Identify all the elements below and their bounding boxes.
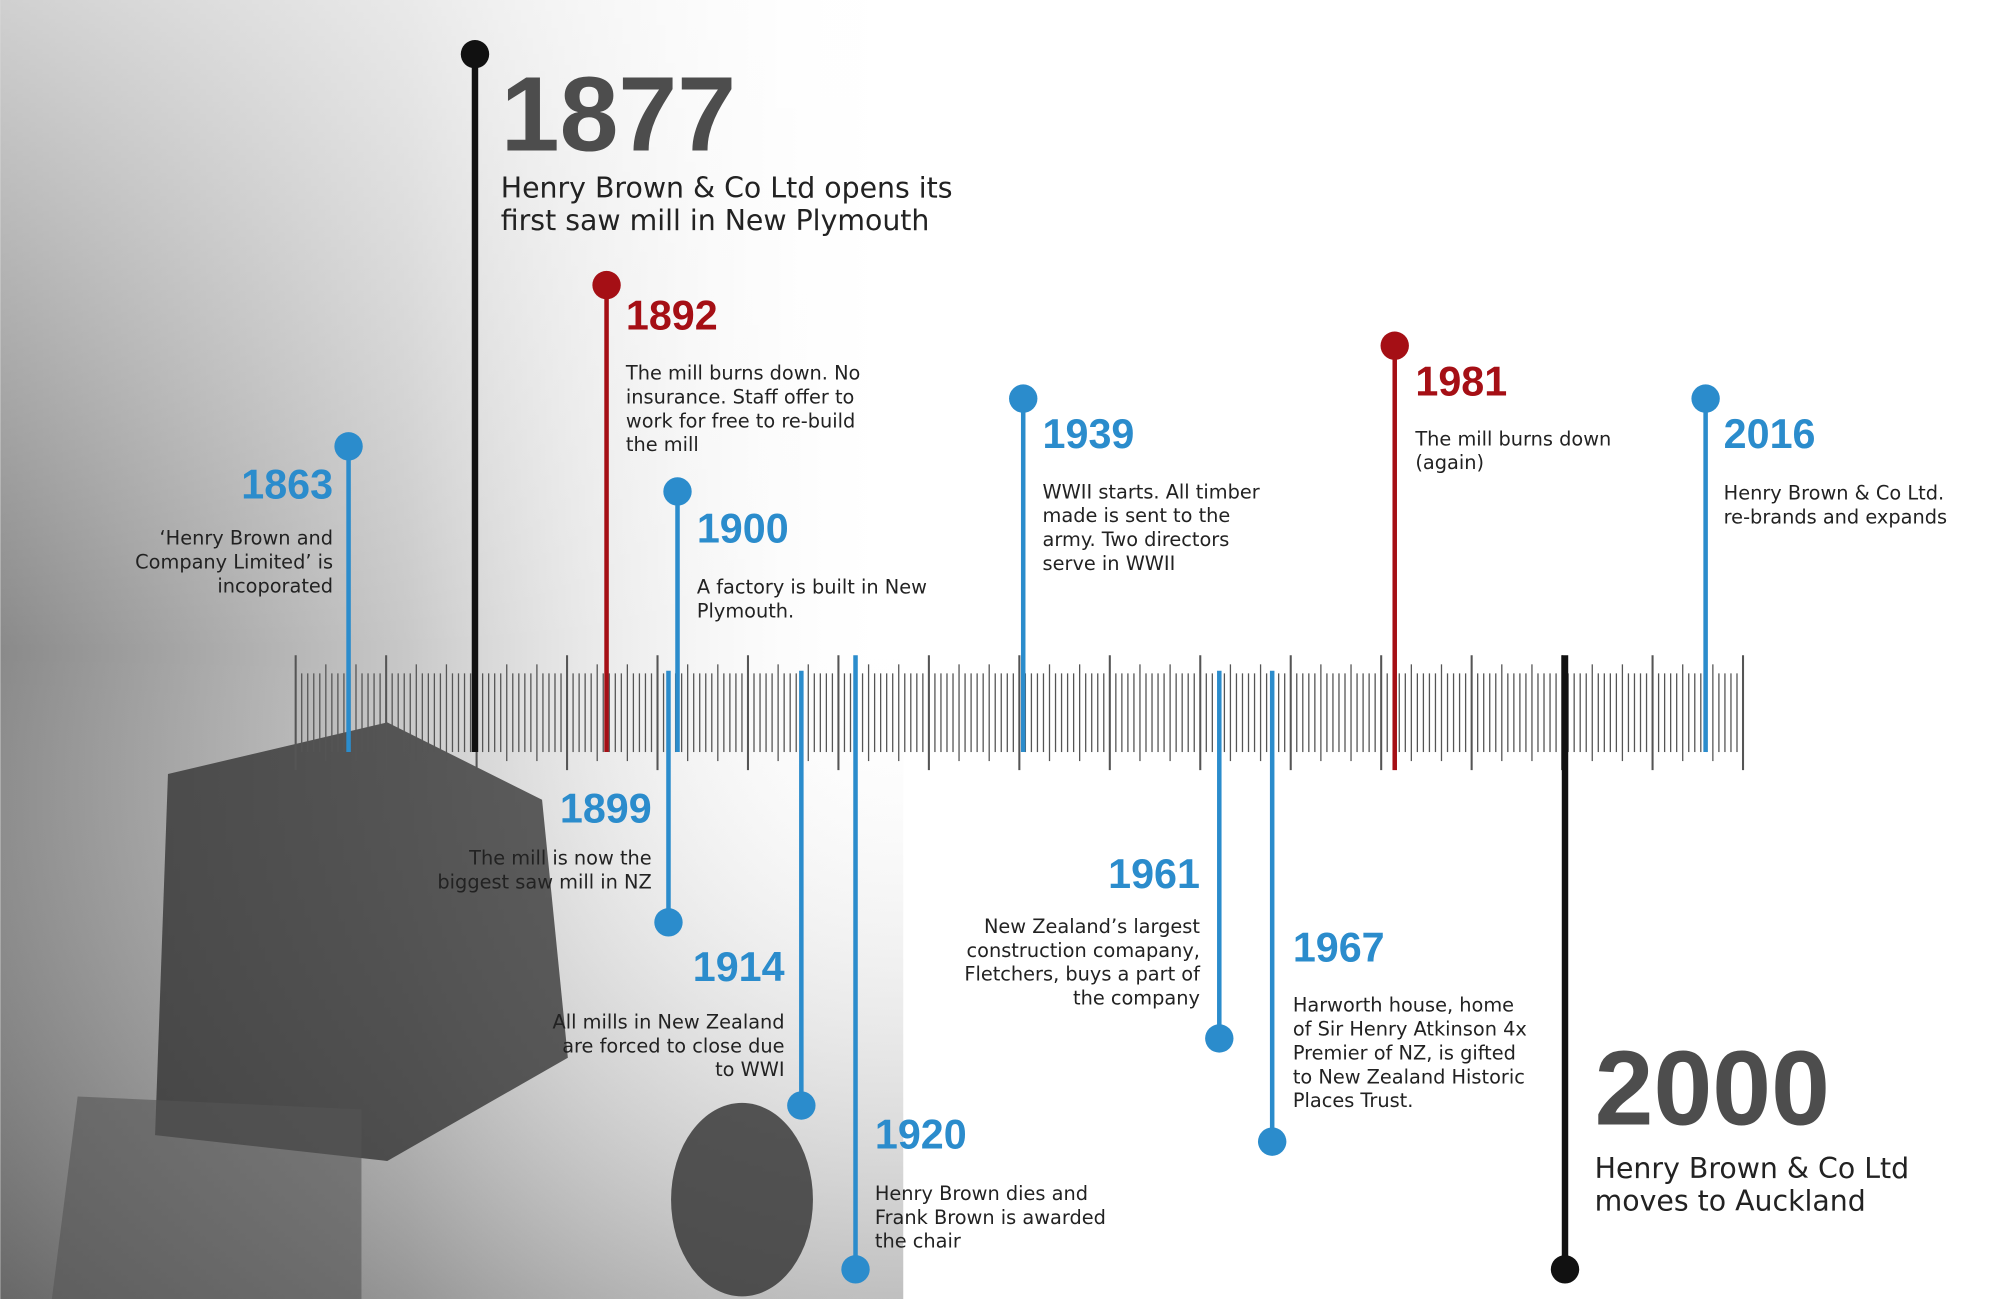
event-year: 2000 [1595, 1029, 1830, 1147]
event-text: serve in WWII [1043, 552, 1176, 575]
event-text: A factory is built in New [697, 576, 927, 599]
event-dot [1205, 1024, 1234, 1053]
event-text: Henry Brown & Co Ltd opens its [501, 172, 953, 205]
event-dot [654, 908, 683, 937]
event-year: 1967 [1293, 925, 1385, 971]
event-text: Premier of NZ, is gifted [1293, 1041, 1516, 1064]
event-text: WWII starts. All timber [1043, 480, 1260, 503]
event-dot [841, 1255, 870, 1284]
event-year: 1981 [1415, 358, 1507, 404]
event-text: work for free to re-build [626, 409, 855, 432]
event-year: 1877 [501, 55, 736, 173]
event-dot [1691, 384, 1720, 413]
portrait [671, 1102, 813, 1297]
event-text: Harworth house, home [1293, 994, 1514, 1017]
event-text: moves to Auckland [1595, 1184, 1866, 1217]
event-dot [1257, 1127, 1287, 1156]
event-text: incoporated [217, 574, 333, 597]
event-year: 2016 [1724, 411, 1816, 457]
event-year: 1920 [875, 1112, 967, 1158]
event-text: first saw mill in New Plymouth [501, 204, 930, 237]
event-dot [460, 39, 490, 69]
event-year: 1899 [560, 785, 652, 831]
event-text: to New Zealand Historic [1293, 1065, 1525, 1088]
event-text: ‘Henry Brown and [160, 527, 334, 550]
event-year: 1914 [693, 944, 785, 990]
event-text: Fletchers, buys a part of [964, 963, 1201, 986]
event-text: New Zealand’s largest [984, 915, 1200, 938]
event-text: army. Two directors [1043, 528, 1230, 551]
event-year: 1939 [1043, 411, 1135, 457]
event-dot [1380, 331, 1409, 360]
event-dot [592, 270, 621, 300]
event-text: to WWI [715, 1058, 784, 1081]
event-dot [1009, 384, 1038, 413]
event-year: 1863 [241, 462, 333, 508]
event-text: biggest saw mill in NZ [437, 870, 651, 893]
event-dot [663, 477, 692, 506]
event-text: the company [1073, 987, 1200, 1010]
event-text: insurance. Staff offer to [626, 385, 854, 408]
event-text: are forced to close due [562, 1034, 784, 1057]
event-text: made is sent to the [1043, 504, 1231, 527]
event-text: the chair [875, 1230, 961, 1253]
event-text: of Sir Henry Atkinson 4x [1293, 1018, 1527, 1041]
event-text: The mill is now the [468, 847, 652, 870]
wagon [51, 1096, 362, 1299]
event-year: 1892 [626, 293, 718, 339]
event-text: Frank Brown is awarded [875, 1206, 1106, 1229]
event-text: Henry Brown & Co Ltd [1595, 1152, 1909, 1185]
locomotive [155, 722, 568, 1161]
event-text: Plymouth. [697, 600, 794, 623]
event-text: the mill [626, 433, 699, 456]
event-text: re-brands and expands [1724, 505, 1947, 528]
event-text: Henry Brown & Co Ltd. [1724, 482, 1944, 505]
event-text: The mill burns down [1414, 427, 1611, 450]
event-text: Henry Brown dies and [875, 1182, 1088, 1205]
event-text: construction comapany, [967, 939, 1200, 962]
event-text: The mill burns down. No [625, 362, 861, 385]
event-text: Places Trust. [1293, 1089, 1414, 1112]
event-text: Company Limited’ is [135, 551, 333, 574]
event-year: 1900 [697, 505, 789, 551]
event-dot [334, 432, 363, 461]
ruler [294, 655, 1745, 771]
event-text: (again) [1415, 451, 1484, 474]
event-dot [787, 1091, 816, 1120]
event-dot [1550, 1255, 1580, 1284]
event-text: All mills in New Zealand [553, 1010, 785, 1033]
event-year: 1961 [1108, 851, 1200, 897]
